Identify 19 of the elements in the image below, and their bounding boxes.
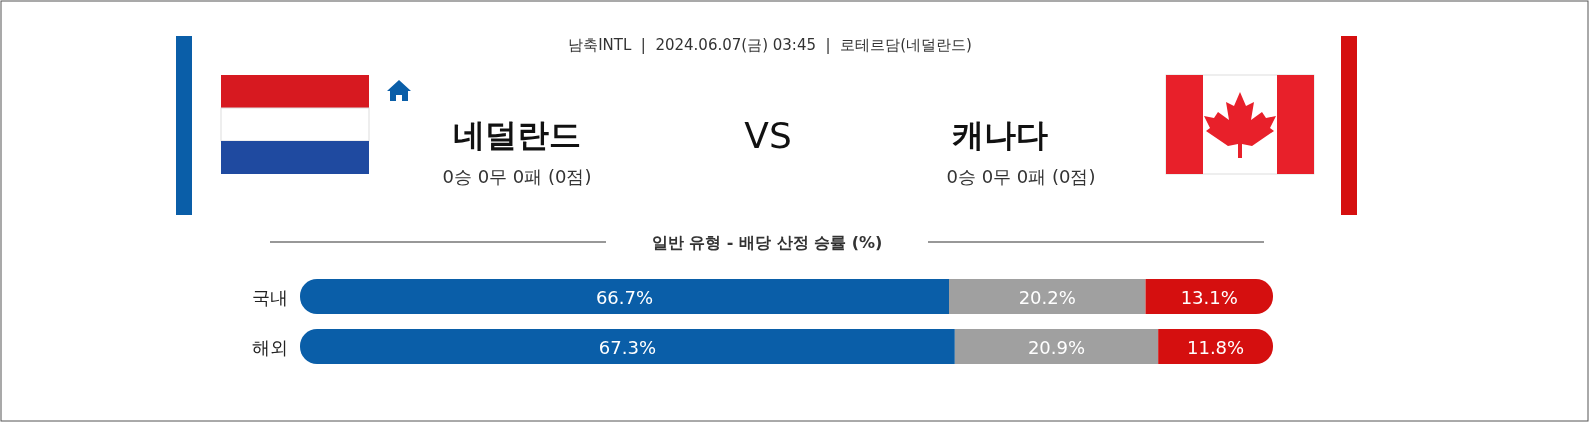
data-label: 20.9% (1027, 336, 1086, 358)
text: VS (744, 115, 792, 156)
y-tick-label: 국내 (252, 286, 288, 308)
data-label: 13.1% (1180, 286, 1238, 308)
text: 0승 0무 0패 (0점) (946, 166, 1096, 187)
y-tick-label: 해외 (252, 336, 288, 358)
text: 0승 0무 0패 (0점) (442, 166, 592, 187)
text: 남축INTL | 2024.06.07(금) 03:45 | 로테르담(네덜란드) (568, 36, 972, 54)
text: 네덜란드 (453, 116, 581, 154)
chart-title: 일반 유형 - 배당 산정 승률 (%) (651, 233, 883, 252)
bar (948, 279, 1146, 314)
bar (300, 279, 949, 314)
text: 캐나다 (952, 116, 1048, 154)
bar (954, 329, 1159, 364)
data-label: 66.7% (595, 286, 654, 308)
data-label: 67.3% (598, 336, 657, 358)
data-label: 11.8% (1187, 336, 1245, 358)
bar (300, 329, 955, 364)
data-label: 20.2% (1018, 286, 1076, 308)
